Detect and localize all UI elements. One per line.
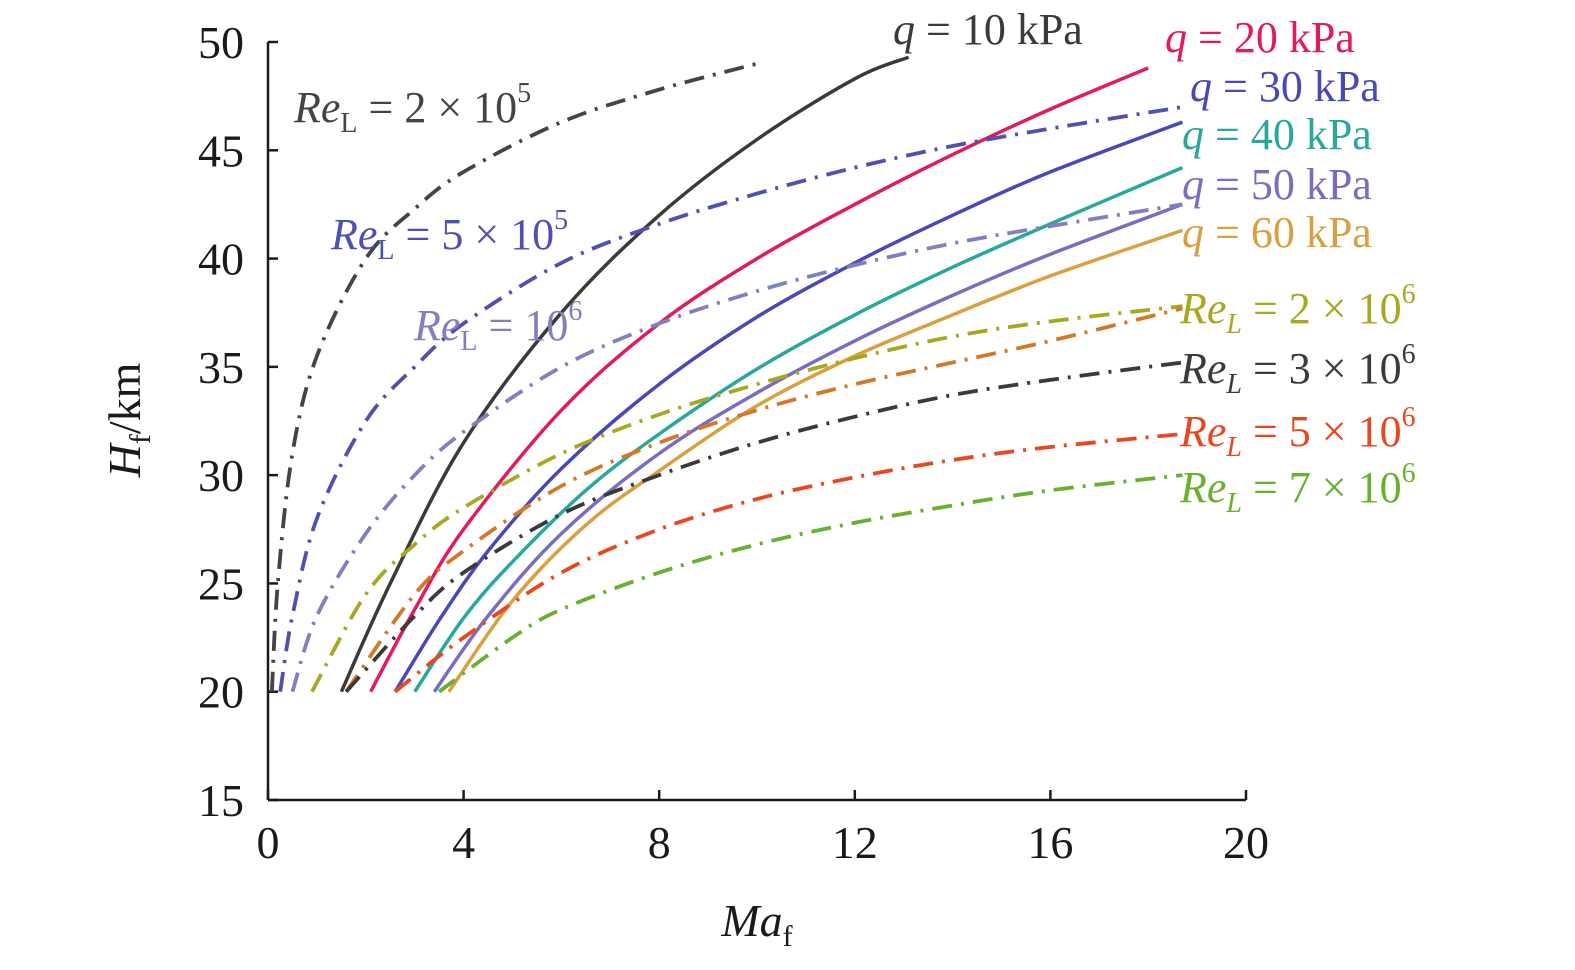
re-curve-8 [290, 202, 1183, 693]
y-tick-label: 20 [198, 667, 244, 718]
y-axis-title-unit: /km [99, 362, 150, 434]
series-label-sup: 6 [1402, 458, 1416, 489]
q-curve-5 [447, 228, 1183, 693]
re-curve-7 [278, 105, 1183, 693]
y-tick-label: 25 [198, 558, 244, 609]
series-label-sup: 6 [1402, 339, 1416, 370]
series-label: q = 60 kPa [1182, 208, 1372, 257]
series-label-var: Re [293, 83, 340, 132]
q-curve-0 [339, 55, 910, 693]
series-label-var: q [1182, 160, 1204, 209]
series-label-var: Re [1179, 284, 1226, 333]
y-tick-label: 50 [198, 17, 244, 68]
series-label-var: Re [413, 301, 460, 350]
series-label-text: = 7 × 10 [1242, 463, 1402, 512]
series-label-var: q [1182, 110, 1204, 159]
series-label-sup: 6 [1402, 402, 1416, 433]
series-label: q = 30 kPa [1190, 62, 1380, 111]
series-label-sup: 6 [568, 296, 582, 327]
series-label-text: = 2 × 10 [358, 83, 518, 132]
series-label: q = 40 kPa [1182, 110, 1372, 159]
re-curve-12 [393, 432, 1183, 694]
x-tick-label: 16 [1027, 817, 1073, 868]
x-ticks: 0 4 8 12 16 20 [257, 790, 1269, 868]
y-ticks: 15 20 25 30 35 40 45 50 [198, 17, 278, 826]
series-label: q = 10 kPa [893, 5, 1083, 54]
series-label-text: = 2 × 10 [1242, 284, 1402, 333]
series-label-text: = 60 kPa [1204, 208, 1372, 257]
series-label-var: Re [330, 210, 377, 259]
series-label-sub: L [1225, 309, 1242, 340]
series-label-var: q [1182, 208, 1204, 257]
series-label-sub: L [460, 326, 477, 357]
y-axis-title-main: H [99, 441, 150, 478]
y-tick-label: 30 [198, 450, 244, 501]
series-label-text: = 10 [478, 301, 569, 350]
series-label-var: Re [1179, 407, 1226, 456]
x-tick-label: 20 [1223, 817, 1269, 868]
y-axis-title: Hf/km [99, 362, 157, 478]
series-label-text: = 40 kPa [1204, 110, 1372, 159]
series-label-var: q [1165, 13, 1187, 62]
x-tick-label: 12 [832, 817, 878, 868]
re-curve-13 [437, 473, 1183, 694]
q-curve-2 [393, 120, 1184, 693]
q-curve-1 [369, 66, 1149, 693]
y-tick-label: 45 [198, 125, 244, 176]
re-curve-11 [344, 360, 1183, 693]
series-label-text: = 3 × 10 [1242, 344, 1402, 393]
x-tick-label: 8 [648, 817, 671, 868]
series-label: ReL = 3 × 106 [1179, 339, 1416, 400]
series-label-text: = 5 × 10 [395, 210, 555, 259]
x-tick-label: 4 [452, 817, 475, 868]
series-label: ReL = 5 × 105 [330, 205, 568, 266]
x-tick-label: 0 [257, 817, 280, 868]
series-label-sup: 5 [554, 205, 568, 236]
axes: 0 4 8 12 16 20 15 20 25 30 35 40 45 50 [198, 17, 1269, 868]
series-label-sub: L [1225, 432, 1242, 463]
series-label-var: q [1190, 62, 1212, 111]
series-label: ReL = 5 × 106 [1179, 402, 1416, 463]
q-curve-3 [413, 165, 1184, 693]
x-axis-title: Maf [720, 895, 792, 953]
series-label-sup: 5 [517, 78, 531, 109]
series-label-var: Re [1179, 463, 1226, 512]
series-label-sup: 6 [1402, 279, 1416, 310]
y-tick-label: 35 [198, 342, 244, 393]
y-tick-label: 15 [198, 775, 244, 826]
series-label-text: = 50 kPa [1204, 160, 1372, 209]
x-axis-title-main: Ma [720, 895, 782, 946]
series-label-var: q [893, 5, 915, 54]
series-label-var: Re [1179, 344, 1226, 393]
q-curve-4 [432, 202, 1184, 693]
series-label: ReL = 2 × 105 [293, 78, 531, 139]
series-label-text: = 20 kPa [1187, 13, 1355, 62]
series-label: q = 50 kPa [1182, 160, 1372, 209]
series-label-sub: L [377, 235, 394, 266]
series-label: ReL = 7 × 106 [1179, 458, 1416, 519]
re-curve-9 [310, 304, 1183, 693]
series-label: ReL = 2 × 106 [1179, 279, 1416, 340]
y-tick-label: 40 [198, 234, 244, 285]
series-label-text: = 10 kPa [915, 5, 1083, 54]
series-label-sub: L [1225, 488, 1242, 519]
series-label: ReL = 106 [413, 296, 582, 357]
series-label-text: = 30 kPa [1212, 62, 1380, 111]
x-axis-title-sub: f [783, 920, 793, 953]
series-layer [270, 55, 1184, 694]
series-label: q = 20 kPa [1165, 13, 1355, 62]
series-label-sub: L [340, 108, 357, 139]
series-label-text: = 5 × 10 [1242, 407, 1402, 456]
re-curve-6 [270, 61, 758, 692]
y-axis-title-sub: f [124, 434, 157, 444]
series-label-sub: L [1225, 369, 1242, 400]
